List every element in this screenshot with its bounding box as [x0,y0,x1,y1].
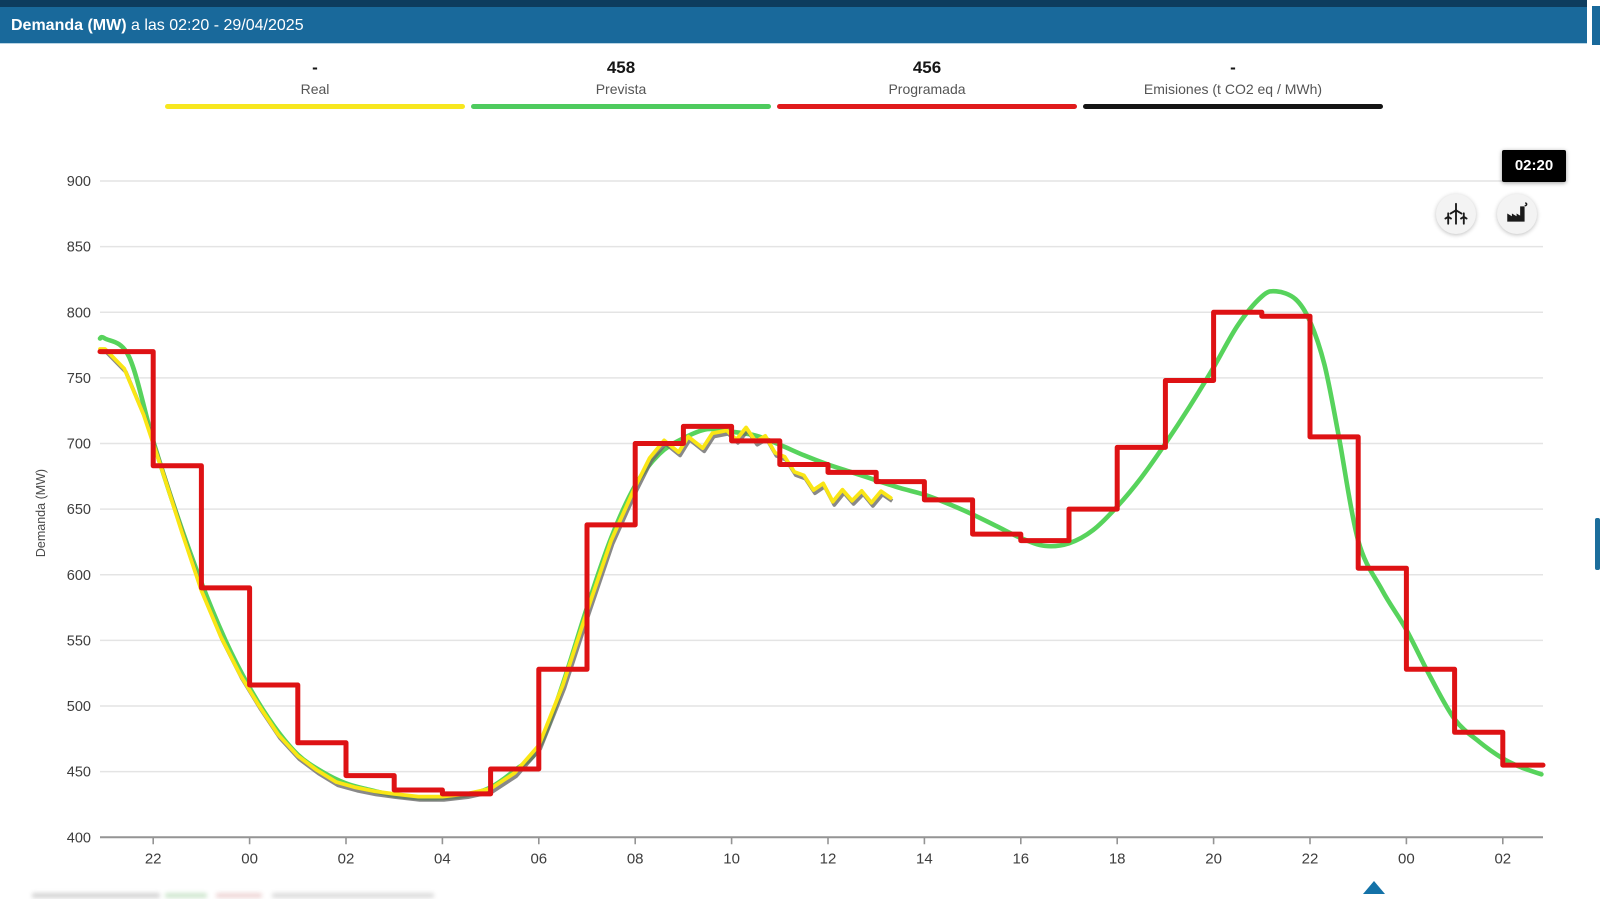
svg-text:500: 500 [67,699,91,715]
header-top-strip [0,0,1587,7]
scrollbar-thumb[interactable] [1595,518,1600,570]
legend-value-emisiones: - [1230,58,1236,77]
factory-icon [1504,201,1530,227]
wind-turbine-icon [1443,201,1469,227]
svg-text:800: 800 [67,305,91,321]
series-programada [97,309,1546,797]
emissions-factory-button[interactable] [1497,194,1537,234]
svg-text:16: 16 [1012,850,1029,867]
legend-value-programada: 456 [912,58,942,77]
svg-text:700: 700 [67,437,91,453]
svg-text:450: 450 [67,765,91,781]
series-real-shadow [101,350,894,802]
svg-text:22: 22 [145,850,162,867]
svg-text:750: 750 [67,371,91,387]
legend-label-programada: Programada [888,81,966,97]
legend-color-bar-emisiones [1083,104,1383,109]
y-axis-labels: 400 450 500 550 600 650 700 750 800 850 900 [67,174,91,846]
svg-text:08: 08 [627,850,644,867]
page-title: Demanda (MW) [11,17,127,34]
legend-label-prevista: Prevista [595,81,647,97]
legend-color-bar-prevista [471,104,771,109]
legend-label-emisiones: Emisiones (t CO2 eq / MWh) [1143,81,1323,97]
wind-generation-button[interactable] [1436,194,1476,234]
legend-item-emisiones[interactable]: - Emisiones (t CO2 eq / MWh) [1083,58,1383,109]
gridlines [100,180,1543,773]
svg-text:600: 600 [67,568,91,584]
cutoff-content-fragment [32,893,160,898]
y-axis-title: Demanda (MW) [34,469,48,557]
cutoff-content-fragment [216,893,262,898]
legend-value-real: - [312,58,318,77]
svg-text:10: 10 [723,850,740,867]
header-bar: Demanda (MW) a las 02:20 - 29/04/2025 [0,7,1587,44]
legend-item-real[interactable]: - Real [165,58,465,109]
svg-text:00: 00 [1398,850,1415,867]
series-prevista [97,288,1544,801]
svg-text:12: 12 [820,850,837,867]
cutoff-content-fragment [272,893,434,898]
time-slider-handle[interactable] [1363,881,1385,894]
svg-text:02: 02 [1494,850,1511,867]
adjacent-panel-edge [1592,6,1600,45]
legend-label-real: Real [300,81,330,97]
legend-item-programada[interactable]: 456 Programada [777,58,1077,109]
cutoff-content-fragment [165,893,207,898]
svg-text:20: 20 [1205,850,1222,867]
svg-text:14: 14 [916,850,933,867]
svg-text:02: 02 [338,850,355,867]
series-real [98,347,893,799]
svg-text:550: 550 [67,633,91,649]
legend-value-prevista: 458 [606,58,636,77]
chart-legend: - Real 458 Prevista 456 Programada - Emi… [165,58,1395,109]
time-tooltip: 02:20 [1502,150,1566,182]
svg-text:850: 850 [67,240,91,256]
page-subtitle: a las 02:20 - 29/04/2025 [126,17,304,34]
svg-text:18: 18 [1109,850,1126,867]
svg-text:650: 650 [67,502,91,518]
svg-text:22: 22 [1302,850,1319,867]
svg-text:900: 900 [67,174,91,190]
svg-text:06: 06 [530,850,547,867]
svg-text:400: 400 [67,830,91,846]
svg-text:04: 04 [434,850,451,867]
svg-text:00: 00 [241,850,258,867]
x-axis-ticks-labels: 22 00 02 04 06 08 10 12 14 16 18 20 22 00 02 [145,837,1511,867]
legend-color-bar-programada [777,104,1077,109]
legend-item-prevista[interactable]: 458 Prevista [471,58,771,109]
legend-color-bar-real [165,104,465,109]
